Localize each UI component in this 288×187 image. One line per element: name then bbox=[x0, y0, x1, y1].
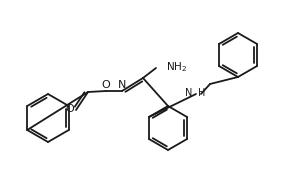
Text: NH$_2$: NH$_2$ bbox=[166, 60, 187, 74]
Text: H: H bbox=[198, 88, 205, 98]
Text: N: N bbox=[185, 88, 192, 98]
Text: N: N bbox=[118, 80, 126, 90]
Text: O: O bbox=[102, 80, 110, 90]
Text: O: O bbox=[66, 104, 74, 114]
